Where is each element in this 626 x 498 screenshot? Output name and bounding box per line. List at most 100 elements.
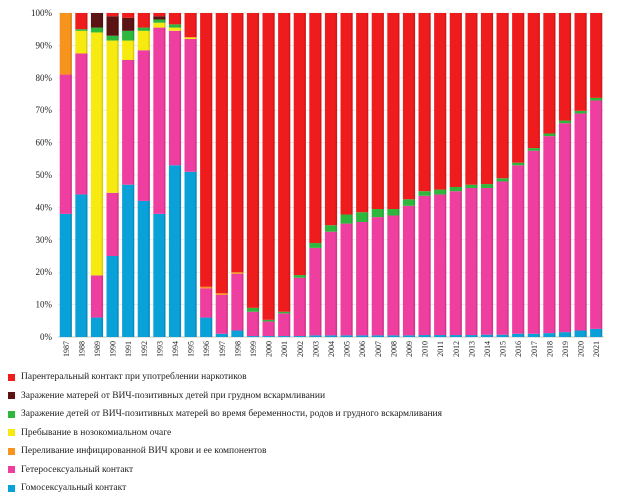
bar-segment (465, 184, 478, 188)
bar-segment (153, 22, 166, 28)
bar-segment (309, 13, 322, 244)
bar-segment (496, 178, 509, 182)
x-tick-label: 2005 (343, 341, 352, 357)
bar-shade (585, 13, 587, 337)
bar-segment (262, 319, 275, 322)
y-tick-label: 60% (36, 138, 53, 148)
bar-segment (371, 209, 384, 218)
bar-segment (496, 181, 509, 335)
bar-segment (590, 97, 603, 101)
x-tick-label: 2007 (374, 341, 383, 357)
x-tick-label: 1992 (140, 341, 149, 357)
bar-shade (304, 13, 306, 337)
bar-segment (231, 330, 244, 337)
x-tick-label: 2015 (499, 341, 508, 357)
x-tick-label: 2012 (452, 341, 461, 357)
bar-shade (288, 13, 291, 337)
bar-segment (512, 13, 525, 163)
bar-shade (85, 13, 88, 337)
bar-segment (200, 288, 213, 318)
bar-shade (397, 13, 400, 337)
bar-segment (558, 123, 572, 333)
bar-segment (309, 335, 322, 337)
legend-item: Заражение матерей от ВИЧ-позитивных дете… (8, 387, 618, 406)
bar-segment (215, 293, 228, 295)
bar-segment (75, 53, 88, 195)
bar-segment (293, 13, 306, 276)
bar-segment (200, 286, 213, 289)
bar-shade (163, 13, 166, 337)
legend-swatch (8, 410, 15, 418)
legend-swatch (8, 447, 15, 455)
bar-shade (117, 13, 119, 337)
x-tick-label: 1997 (218, 341, 227, 357)
legend-item: Переливание инфицированной ВИЧ крови и е… (8, 442, 618, 461)
bar-segment (465, 13, 478, 185)
bar-segment (480, 184, 494, 188)
bar-segment (122, 184, 135, 337)
bar-shade (569, 13, 572, 337)
x-tick-label: 1996 (202, 341, 211, 357)
bar-segment (371, 335, 384, 337)
bar-segment (527, 150, 540, 334)
bar-segment (340, 335, 353, 337)
legend-item: Парентеральный контакт при употреблении … (8, 368, 618, 387)
bar-segment (153, 19, 166, 23)
legend-label: Пребывание в нозокомиальном очаге (21, 427, 172, 438)
bar-shade (273, 13, 275, 337)
bar-segment (75, 30, 88, 54)
bar-segment (231, 272, 244, 274)
bar-segment (480, 187, 494, 335)
bar-segment (449, 186, 462, 192)
bar-shade (179, 13, 182, 337)
bar-segment (465, 187, 478, 336)
bar-segment (122, 40, 135, 60)
bar-segment (75, 13, 88, 30)
bar-segment (278, 13, 291, 312)
bar-segment (90, 317, 104, 337)
bar-segment (90, 13, 104, 28)
bar-segment (59, 213, 72, 337)
x-tick-label: 1990 (109, 341, 118, 357)
bar-segment (153, 27, 166, 214)
x-tick-label: 1993 (155, 341, 164, 357)
x-axis-ticks: 1987 1988 1989 1990 1991 1992 1993 1994 1995 1996… (62, 341, 601, 357)
x-tick-label: 2014 (483, 341, 492, 357)
bar-segment (387, 209, 400, 216)
x-tick-label: 1999 (249, 341, 258, 357)
bar-segment (168, 30, 182, 166)
bar-segment (543, 133, 556, 137)
chart-legend: Парентеральный контакт при употреблении … (8, 368, 618, 498)
bar-segment (371, 217, 384, 336)
bar-segment (106, 40, 119, 193)
x-tick-label: 2004 (327, 341, 336, 357)
bar-segment (418, 195, 431, 336)
bar-segment (309, 247, 322, 336)
bar-segment (449, 335, 462, 337)
bar-segment (184, 13, 197, 38)
x-tick-label: 2009 (405, 341, 414, 357)
legend-swatch (8, 429, 15, 437)
bar-shade (366, 13, 369, 337)
bar-segment (418, 191, 431, 196)
bar-shade (241, 13, 244, 337)
bar-shade (475, 13, 478, 337)
bar-segment (137, 27, 150, 31)
bar-segment (387, 13, 400, 210)
bar-segment (418, 13, 431, 192)
bar-segment (309, 243, 322, 248)
bar-segment (168, 13, 182, 25)
bar-segment (574, 110, 587, 114)
y-tick-label: 10% (36, 300, 53, 310)
x-tick-label: 2011 (436, 341, 445, 357)
bar-segment (402, 13, 416, 200)
x-tick-label: 2018 (545, 341, 554, 357)
bar-segment (574, 113, 587, 331)
x-tick-label: 2019 (561, 341, 570, 357)
bar-segment (215, 333, 228, 337)
bar-segment (356, 335, 369, 337)
bar-shade (210, 13, 213, 337)
bar-segment (590, 328, 603, 337)
bar-shade (382, 13, 384, 337)
y-tick-label: 40% (36, 202, 53, 212)
